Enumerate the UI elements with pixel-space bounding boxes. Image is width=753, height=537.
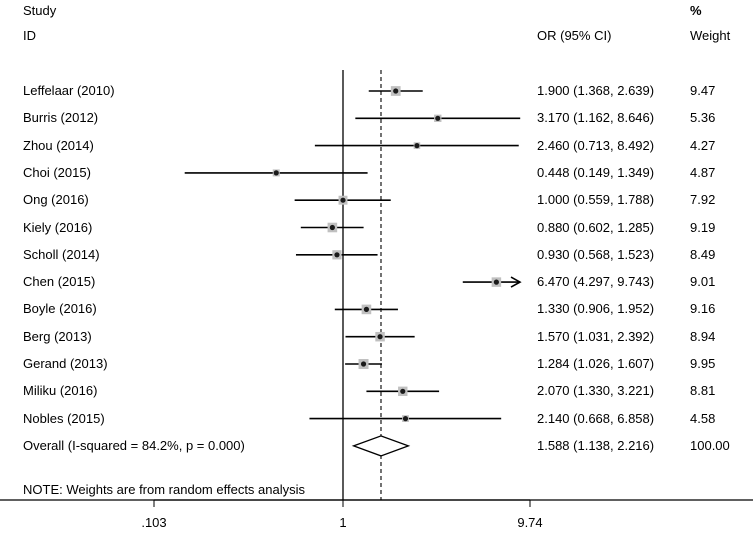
study-ci-text: 2.460 (0.713, 8.492)	[537, 137, 655, 153]
point-estimate	[435, 115, 441, 121]
study-label: Scholl (2014)	[23, 246, 100, 262]
study-ci-text: 6.470 (4.297, 9.743)	[537, 274, 655, 290]
study-label: Burris (2012)	[23, 110, 99, 126]
study-ci-text: 1.900 (1.368, 2.639)	[537, 83, 655, 98]
point-estimate	[377, 334, 383, 340]
ci-arrow	[510, 276, 522, 288]
study-label: Berg (2013)	[23, 328, 92, 344]
overall-weight-text: 100.00	[690, 437, 730, 453]
overall-ci-text: 1.588 (1.138, 2.216)	[537, 437, 655, 453]
study-ci-text: 1.570 (1.031, 2.392)	[537, 328, 655, 344]
point-estimate	[329, 224, 335, 231]
x-tick-label: 1	[339, 515, 346, 530]
study-weight-text: 8.49	[690, 246, 716, 262]
point-estimate	[363, 306, 370, 312]
study-label: Boyle (2016)	[23, 301, 97, 317]
study-weight-text: 9.16	[690, 301, 716, 317]
study-weight-text: 4.27	[690, 137, 716, 153]
x-tick-label: .103	[141, 515, 166, 530]
study-ci-text: 0.880 (0.602, 1.285)	[537, 219, 655, 235]
header-pct: %	[690, 3, 702, 18]
study-label: Leffelaar (2010)	[23, 83, 115, 98]
study-label: Chen (2015)	[23, 274, 96, 290]
study-label: Gerand (2013)	[23, 356, 108, 371]
point-estimate	[340, 197, 346, 203]
point-estimate	[273, 170, 279, 176]
overall-diamond	[351, 435, 411, 457]
study-weight-text: 9.95	[690, 356, 716, 371]
study-weight-text: 8.94	[690, 328, 716, 344]
study-weight-text: 4.58	[690, 410, 716, 426]
study-ci-text: 0.448 (0.149, 1.349)	[537, 164, 655, 180]
study-weight-text: 9.47	[690, 83, 716, 98]
study-ci-text: 2.140 (0.668, 6.858)	[537, 410, 655, 426]
study-ci-text: 1.284 (1.026, 1.607)	[537, 356, 655, 371]
study-label: Miliku (2016)	[23, 383, 98, 399]
study-weight-text: 9.01	[690, 274, 716, 290]
header-study: Study	[23, 3, 57, 18]
header-weight: Weight	[690, 28, 731, 43]
header-or: OR (95% CI)	[537, 28, 612, 43]
point-estimate	[402, 416, 409, 422]
note: NOTE: Weights are from random effects an…	[23, 482, 306, 497]
study-weight-text: 8.81	[690, 383, 716, 399]
x-tick-label: 9.74	[517, 515, 542, 530]
study-weight-text: 4.87	[690, 164, 716, 180]
study-label: Choi (2015)	[23, 164, 91, 180]
header-id: ID	[23, 28, 36, 43]
point-estimate	[334, 252, 340, 258]
study-label: Ong (2016)	[23, 192, 89, 208]
overall-label: Overall (I-squared = 84.2%, p = 0.000)	[23, 437, 245, 453]
study-ci-text: 2.070 (1.330, 3.221)	[537, 383, 655, 399]
study-label: Nobles (2015)	[23, 410, 105, 426]
study-label: Kiely (2016)	[23, 219, 93, 235]
study-ci-text: 1.000 (0.559, 1.788)	[537, 192, 655, 208]
study-ci-text: 3.170 (1.162, 8.646)	[537, 110, 655, 126]
study-label: Zhou (2014)	[23, 137, 94, 153]
point-estimate	[414, 143, 420, 149]
point-estimate	[400, 388, 406, 394]
point-estimate	[360, 361, 367, 367]
study-weight-text: 7.92	[690, 192, 716, 208]
point-estimate	[493, 279, 499, 285]
study-weight-text: 5.36	[690, 110, 716, 126]
study-ci-text: 1.330 (0.906, 1.952)	[537, 301, 655, 317]
study-ci-text: 0.930 (0.568, 1.523)	[537, 246, 655, 262]
point-estimate	[393, 88, 399, 94]
study-weight-text: 9.19	[690, 219, 716, 235]
